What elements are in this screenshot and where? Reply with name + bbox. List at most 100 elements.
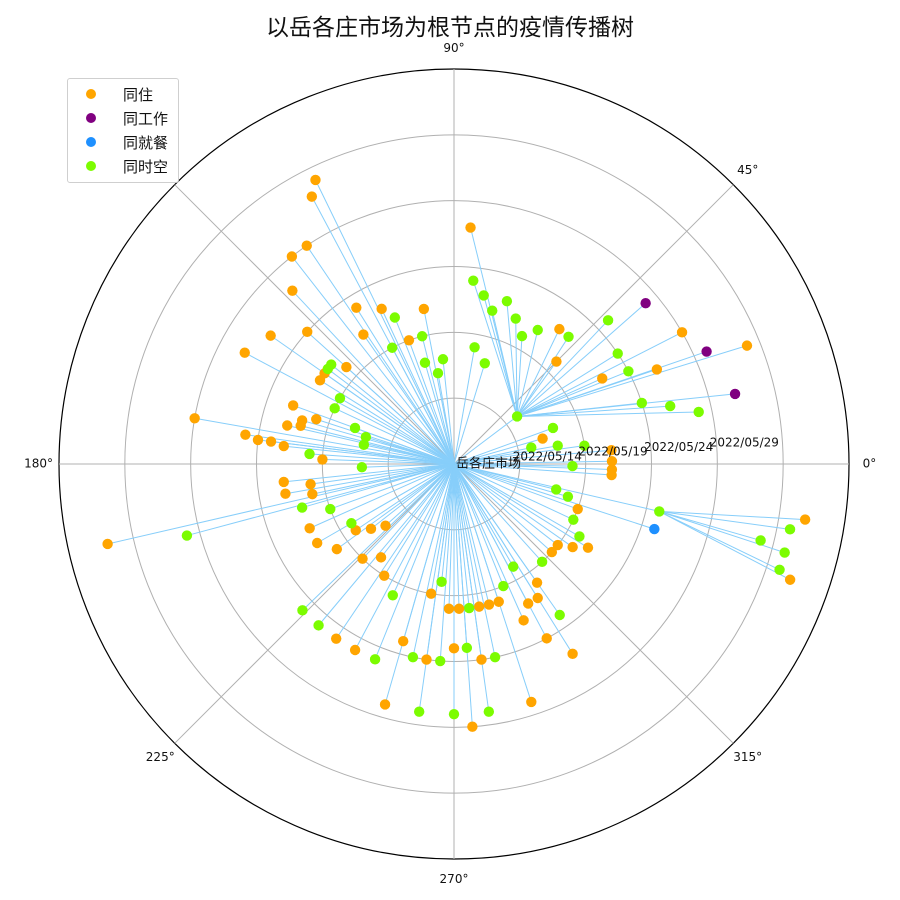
node-F25 bbox=[286, 251, 298, 262]
node-D2 bbox=[784, 524, 796, 535]
legend-label-cowork: 同工作 bbox=[123, 110, 169, 128]
legend-marker-cowork bbox=[86, 113, 96, 123]
node-A6 bbox=[487, 305, 498, 316]
edge-F13 bbox=[301, 419, 455, 465]
edge-E63 bbox=[283, 463, 455, 483]
node-D6 bbox=[784, 574, 796, 585]
edge-A10 bbox=[516, 361, 557, 417]
edge-E45 bbox=[318, 463, 455, 626]
edge-F7 bbox=[245, 434, 455, 465]
node-E12 bbox=[532, 592, 543, 604]
chart-title: 以岳各庄市场为根节点的疫情传播树 bbox=[266, 15, 634, 41]
edge-A bbox=[453, 416, 518, 465]
edge-E18 bbox=[453, 463, 514, 567]
edge-D4 bbox=[659, 510, 785, 554]
node-E8 bbox=[552, 539, 563, 551]
root-label: 岳各庄市场 bbox=[456, 456, 521, 472]
edge-E28 bbox=[453, 463, 496, 658]
edge-E37 bbox=[453, 463, 490, 712]
edge-F41 bbox=[270, 335, 455, 465]
node-D bbox=[654, 506, 665, 517]
edge-F40 bbox=[244, 352, 455, 465]
edge-D2 bbox=[659, 510, 791, 530]
edge-E51 bbox=[385, 463, 455, 527]
node-C1 bbox=[526, 442, 537, 453]
edge-E64 bbox=[186, 463, 455, 537]
node-A10 bbox=[551, 356, 562, 367]
node-E26 bbox=[436, 576, 447, 588]
edge-E24 bbox=[453, 463, 460, 609]
edge-F24 bbox=[292, 290, 455, 465]
node-E54 bbox=[346, 518, 357, 529]
edge-F38 bbox=[391, 347, 455, 465]
node-A20 bbox=[636, 397, 648, 409]
edge-F30 bbox=[381, 308, 455, 465]
node-E28 bbox=[489, 651, 501, 663]
edge-E5 bbox=[453, 463, 580, 537]
node-F8 bbox=[189, 413, 200, 424]
edge-A13 bbox=[516, 302, 646, 417]
grid-spoke-45 bbox=[453, 184, 734, 465]
edge-E52 bbox=[370, 463, 455, 530]
edge-F20 bbox=[327, 368, 455, 465]
edge-C4 bbox=[453, 445, 558, 465]
radial-tick-label-3: 2022/05/24 bbox=[644, 440, 713, 454]
node-A1 bbox=[554, 323, 565, 335]
edge-B bbox=[453, 363, 486, 465]
node-A17 bbox=[651, 364, 663, 375]
radial-tick-label-4: 2022/05/29 bbox=[710, 436, 779, 450]
edge-D3 bbox=[659, 510, 806, 521]
node-E27 bbox=[425, 588, 437, 599]
legend: 同住 同工作 同就餐 同时空 bbox=[67, 78, 179, 183]
node-F32 bbox=[389, 312, 401, 323]
edge-E9 bbox=[453, 463, 553, 553]
edge-C3 bbox=[453, 427, 554, 465]
node-E5 bbox=[574, 531, 585, 542]
node-F2 bbox=[317, 454, 328, 465]
edge-F1 bbox=[361, 463, 455, 468]
edge-F26 bbox=[306, 245, 455, 465]
node-F33 bbox=[419, 357, 431, 368]
legend-item-cowork: 同工作 bbox=[68, 106, 178, 130]
edge-F35 bbox=[442, 359, 455, 465]
edge-E58 bbox=[330, 463, 455, 510]
node-E56 bbox=[311, 537, 323, 549]
node-E49 bbox=[375, 552, 387, 563]
node-F34 bbox=[432, 368, 444, 379]
node-A19 bbox=[701, 346, 712, 357]
legend-label-codine: 同就餐 bbox=[123, 134, 169, 152]
node-A24 bbox=[741, 340, 753, 351]
edge-F39 bbox=[362, 334, 455, 465]
edge-E56 bbox=[316, 463, 455, 544]
node-E42 bbox=[369, 654, 381, 665]
edge-E26 bbox=[441, 463, 455, 582]
node-F21 bbox=[326, 359, 337, 370]
tree-edges bbox=[107, 179, 806, 727]
edge-A19 bbox=[516, 351, 707, 417]
edge-E43 bbox=[354, 463, 455, 651]
axis-labels: 岳各庄市场2022/05/142022/05/192022/05/242022/… bbox=[24, 41, 876, 886]
node-A8 bbox=[468, 275, 479, 286]
node-E29 bbox=[476, 654, 487, 665]
node-F39 bbox=[358, 329, 369, 340]
edge-A11 bbox=[516, 336, 569, 417]
edge-A23 bbox=[517, 393, 736, 417]
node-E48 bbox=[379, 570, 390, 581]
edge-F21 bbox=[330, 364, 455, 465]
node-E19 bbox=[498, 580, 509, 592]
edge-F8 bbox=[194, 417, 455, 465]
node-E3 bbox=[572, 503, 583, 515]
angle-tick-label-90: 90° bbox=[443, 41, 464, 55]
node-F35 bbox=[437, 354, 449, 365]
edge-E14 bbox=[453, 463, 525, 621]
angle-tick-label-45: 45° bbox=[737, 163, 758, 177]
node-E41 bbox=[379, 699, 391, 710]
node-F10 bbox=[360, 431, 372, 443]
tree-nodes bbox=[102, 174, 811, 732]
node-F16 bbox=[329, 403, 340, 414]
node-E51 bbox=[380, 520, 391, 531]
node-E44 bbox=[330, 633, 342, 644]
node-B1 bbox=[469, 342, 480, 353]
edge-E38 bbox=[453, 463, 473, 727]
